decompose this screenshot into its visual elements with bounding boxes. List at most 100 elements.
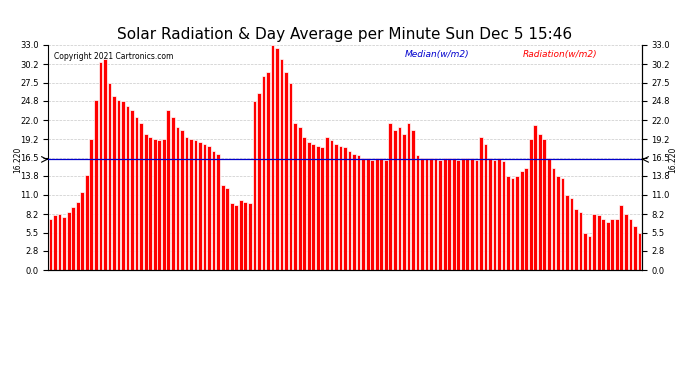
- Bar: [583, 232, 587, 270]
- Bar: [434, 158, 437, 270]
- Bar: [235, 205, 238, 270]
- Bar: [262, 76, 266, 270]
- Bar: [108, 82, 111, 270]
- Bar: [515, 176, 519, 270]
- Bar: [624, 214, 628, 270]
- Bar: [144, 134, 148, 270]
- Bar: [216, 154, 220, 270]
- Bar: [194, 141, 197, 270]
- Bar: [551, 168, 555, 270]
- Bar: [343, 147, 347, 270]
- Bar: [384, 159, 388, 270]
- Bar: [380, 158, 383, 270]
- Bar: [103, 58, 107, 270]
- Bar: [207, 146, 211, 270]
- Text: Copyright 2021 Cartronics.com: Copyright 2021 Cartronics.com: [55, 52, 174, 61]
- Bar: [135, 117, 139, 270]
- Bar: [371, 159, 374, 270]
- Bar: [524, 168, 528, 270]
- Bar: [479, 137, 483, 270]
- Bar: [307, 142, 310, 270]
- Bar: [447, 158, 451, 270]
- Bar: [611, 219, 614, 270]
- Bar: [293, 123, 297, 270]
- Bar: [266, 72, 270, 270]
- Bar: [62, 217, 66, 270]
- Bar: [547, 158, 551, 270]
- Bar: [533, 126, 537, 270]
- Bar: [606, 222, 609, 270]
- Bar: [352, 154, 356, 270]
- Bar: [330, 141, 333, 270]
- Bar: [58, 214, 61, 270]
- Bar: [53, 216, 57, 270]
- Bar: [302, 137, 306, 270]
- Bar: [397, 127, 401, 270]
- Bar: [497, 158, 501, 270]
- Bar: [67, 212, 70, 270]
- Bar: [244, 202, 247, 270]
- Bar: [117, 99, 120, 270]
- Bar: [502, 161, 505, 270]
- Bar: [230, 203, 234, 270]
- Bar: [94, 99, 98, 270]
- Text: 16.220: 16.220: [13, 146, 22, 172]
- Bar: [180, 130, 184, 270]
- Bar: [579, 212, 582, 270]
- Bar: [484, 144, 487, 270]
- Text: Radiation(w/m2): Radiation(w/m2): [523, 50, 598, 58]
- Bar: [375, 158, 379, 270]
- Bar: [99, 62, 102, 270]
- Bar: [461, 158, 464, 270]
- Bar: [185, 137, 188, 270]
- Bar: [248, 203, 252, 270]
- Bar: [90, 139, 93, 270]
- Bar: [402, 134, 406, 270]
- Bar: [298, 127, 302, 270]
- Bar: [592, 214, 596, 270]
- Bar: [493, 159, 496, 270]
- Bar: [253, 101, 256, 270]
- Bar: [366, 158, 370, 270]
- Bar: [85, 174, 88, 270]
- Bar: [325, 137, 328, 270]
- Bar: [570, 198, 573, 270]
- Bar: [71, 207, 75, 270]
- Bar: [429, 158, 433, 270]
- Bar: [488, 158, 492, 270]
- Bar: [126, 106, 130, 270]
- Bar: [81, 192, 84, 270]
- Bar: [130, 110, 134, 270]
- Bar: [166, 110, 170, 270]
- Bar: [574, 209, 578, 270]
- Bar: [511, 178, 515, 270]
- Bar: [420, 158, 424, 270]
- Bar: [162, 139, 166, 270]
- Bar: [393, 130, 397, 270]
- Bar: [339, 146, 342, 270]
- Bar: [157, 141, 161, 270]
- Bar: [638, 232, 641, 270]
- Bar: [221, 185, 224, 270]
- Bar: [556, 176, 560, 270]
- Bar: [148, 137, 152, 270]
- Text: Median(w/m2): Median(w/m2): [404, 50, 469, 58]
- Bar: [538, 134, 542, 270]
- Bar: [456, 159, 460, 270]
- Bar: [212, 151, 215, 270]
- Bar: [411, 130, 415, 270]
- Bar: [470, 158, 474, 270]
- Bar: [289, 82, 293, 270]
- Title: Solar Radiation & Day Average per Minute Sun Dec 5 15:46: Solar Radiation & Day Average per Minute…: [117, 27, 573, 42]
- Bar: [348, 151, 351, 270]
- Bar: [311, 144, 315, 270]
- Bar: [438, 159, 442, 270]
- Bar: [602, 219, 605, 270]
- Bar: [362, 158, 365, 270]
- Bar: [620, 205, 623, 270]
- Bar: [275, 48, 279, 270]
- Bar: [189, 139, 193, 270]
- Bar: [475, 159, 478, 270]
- Bar: [49, 219, 52, 270]
- Text: 16.220: 16.220: [668, 146, 677, 172]
